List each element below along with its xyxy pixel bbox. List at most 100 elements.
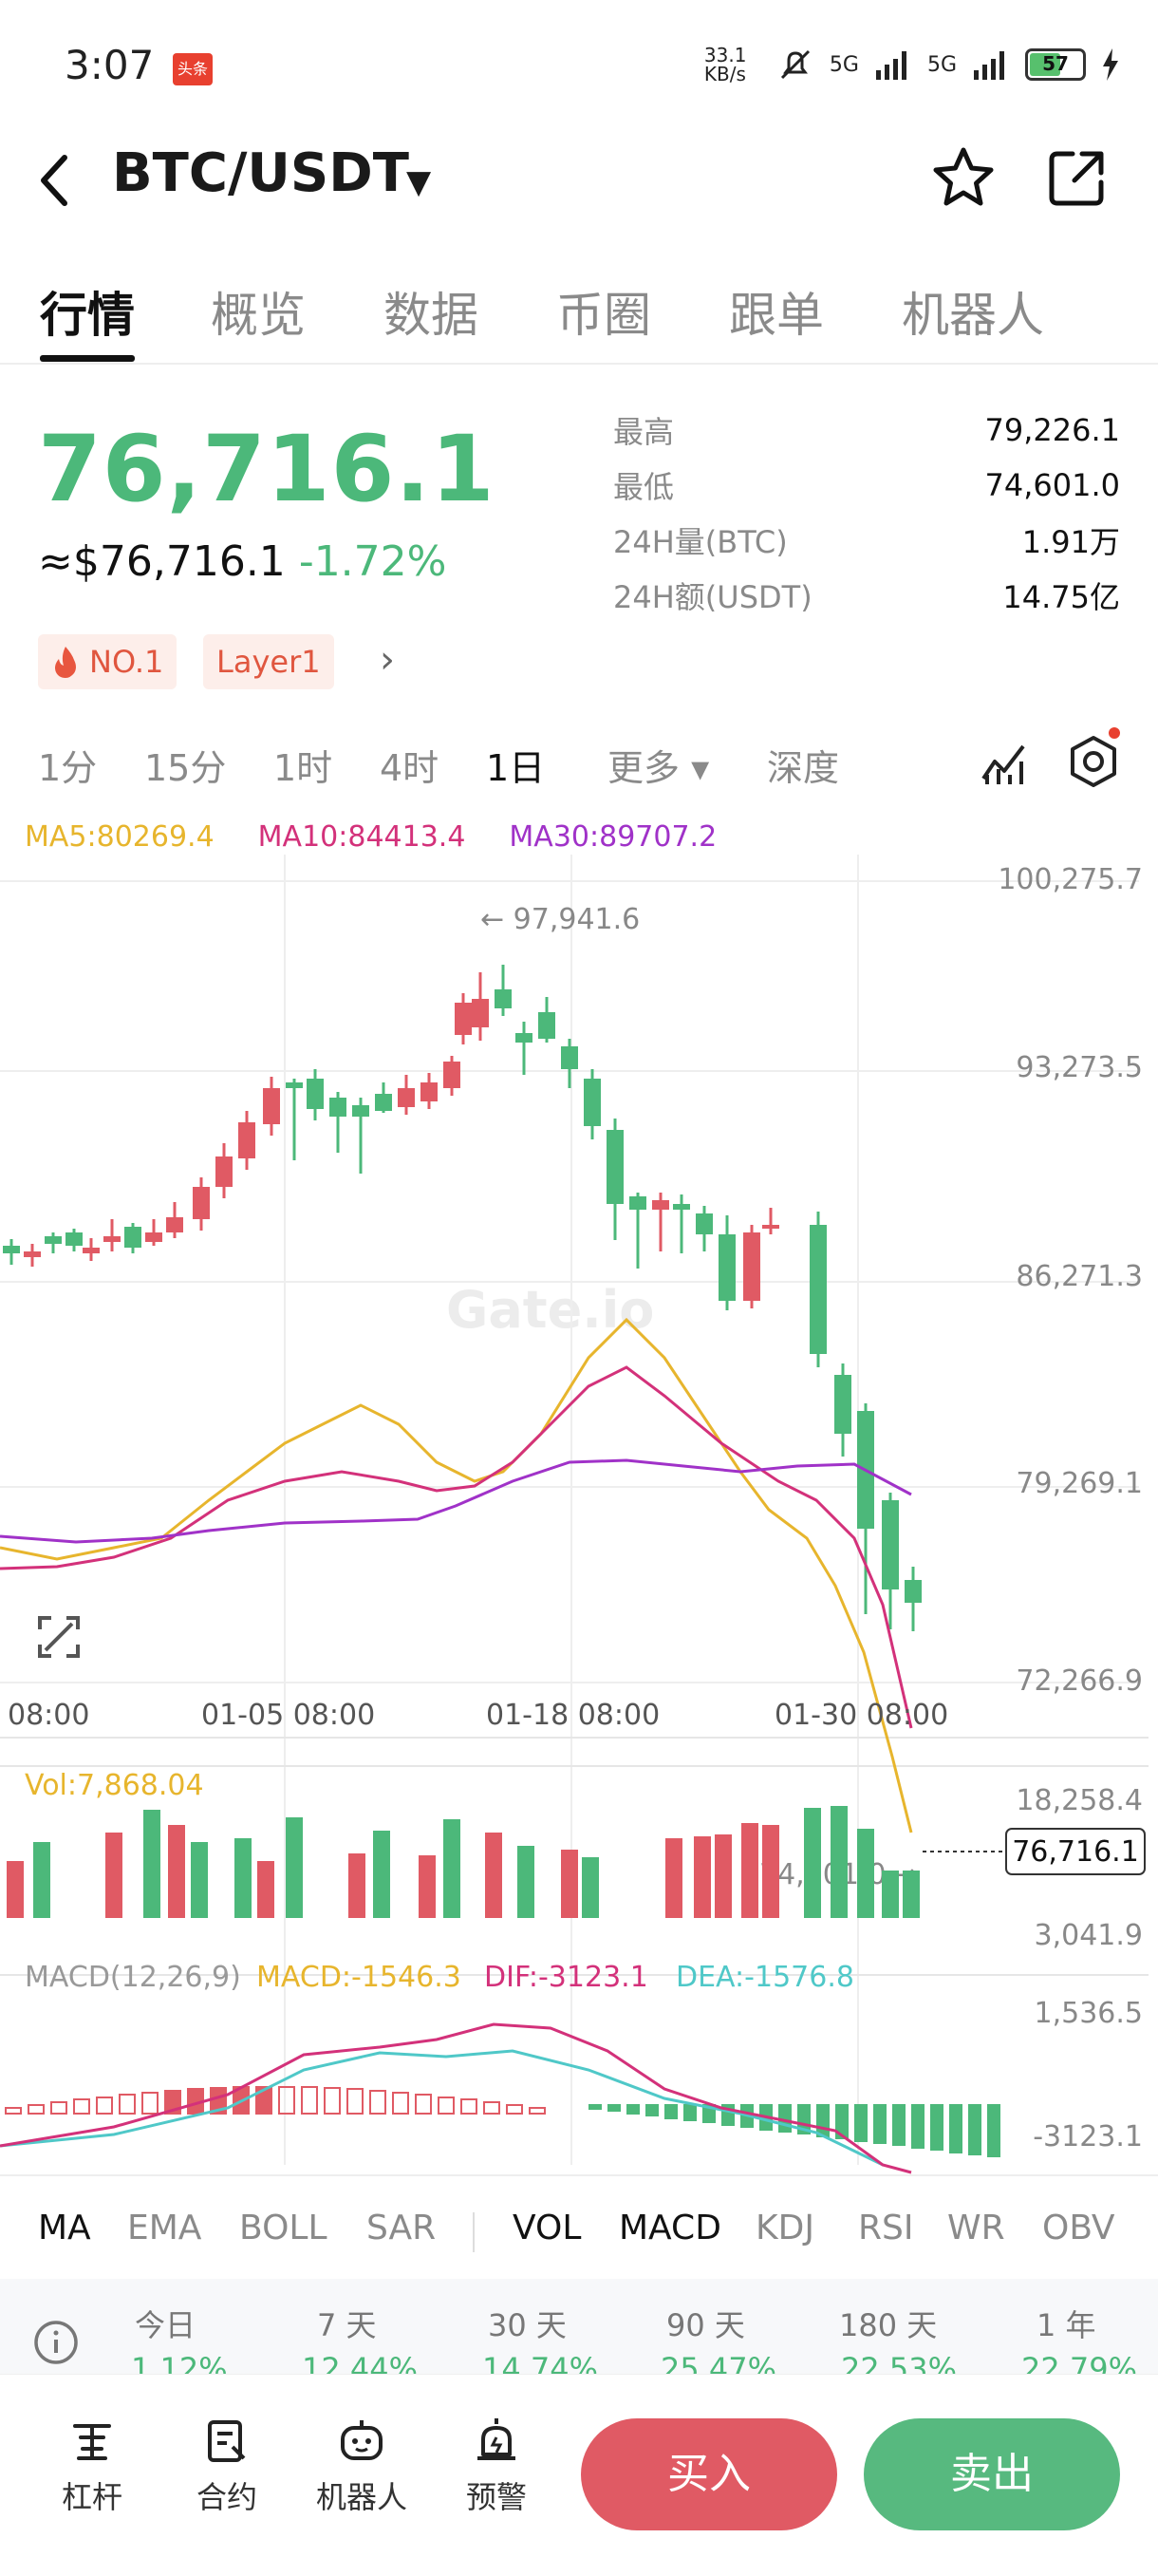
nav-alerts[interactable]: 预警 xyxy=(444,2416,549,2517)
interval-1h[interactable]: 1时 xyxy=(273,747,333,789)
macd-bar xyxy=(854,2104,868,2142)
tab-overview[interactable]: 概览 xyxy=(211,288,306,343)
battery-icon: 57 xyxy=(1025,48,1086,81)
share-icon[interactable] xyxy=(1044,144,1111,211)
candle-body xyxy=(3,1246,20,1253)
candle-body xyxy=(882,1500,899,1589)
indicator-chart-icon[interactable] xyxy=(978,737,1031,790)
favorite-star-icon[interactable] xyxy=(930,144,997,211)
candle-body xyxy=(607,1130,624,1204)
nav-futures[interactable]: 合约 xyxy=(175,2416,279,2517)
interval-4h[interactable]: 4时 xyxy=(380,747,439,789)
info-icon[interactable] xyxy=(32,2319,80,2366)
interval-more[interactable]: 更多 ▾ xyxy=(607,747,710,789)
tool-vol[interactable]: VOL xyxy=(513,2209,582,2247)
price-chart[interactable]: 100,275.7 93,273.5 86,271.3 79,269.1 72,266.… xyxy=(0,817,1158,2174)
macd-bar xyxy=(415,2094,432,2115)
macd-bar xyxy=(835,2104,849,2139)
macd-params: MACD(12,26,9) xyxy=(25,1961,241,1994)
buy-button[interactable]: 买入 xyxy=(581,2418,837,2530)
macd-bar xyxy=(949,2104,962,2153)
interval-1m[interactable]: 1分 xyxy=(38,747,98,789)
volume-bar xyxy=(561,1850,578,1918)
stat-label: 24H量(BTC) xyxy=(613,524,788,560)
dea-line xyxy=(0,2049,884,2167)
signal-5g-2: 5G xyxy=(926,52,957,77)
candle-body xyxy=(762,1225,779,1229)
tab-data[interactable]: 数据 xyxy=(383,288,478,343)
status-indicators: 33.1 KB/s 5G 5G 57 xyxy=(704,46,1120,84)
period-label: 180 天 xyxy=(839,2307,938,2343)
divider xyxy=(473,2212,475,2252)
volume-bar xyxy=(694,1836,711,1918)
back-icon[interactable] xyxy=(34,152,76,209)
volume-bar xyxy=(831,1806,848,1918)
tool-wr[interactable]: WR xyxy=(947,2209,1005,2247)
macd-bar xyxy=(278,2086,295,2115)
macd-bar xyxy=(119,2094,136,2115)
macd-bar xyxy=(626,2104,640,2115)
tab-underline xyxy=(40,355,135,362)
tool-macd[interactable]: MACD xyxy=(619,2209,721,2247)
candle-body xyxy=(263,1088,280,1124)
nav-margin[interactable]: 杠杆 xyxy=(40,2416,144,2517)
tool-sar[interactable]: SAR xyxy=(366,2209,437,2247)
interval-15m[interactable]: 15分 xyxy=(144,747,227,789)
candle-body xyxy=(375,1094,392,1111)
pair-title[interactable]: BTC/USDT xyxy=(112,142,409,204)
sell-button[interactable]: 卖出 xyxy=(864,2418,1120,2530)
price-axis-label: 93,273.5 xyxy=(1016,1051,1143,1084)
contract-icon xyxy=(208,2420,246,2462)
stat-value: 1.91万 xyxy=(1021,524,1120,560)
ma10-line xyxy=(0,1365,913,1729)
tool-rsi[interactable]: RSI xyxy=(858,2209,914,2247)
candle-body xyxy=(561,1046,578,1069)
macd-bar xyxy=(50,2101,67,2115)
settings-icon[interactable] xyxy=(1065,733,1122,790)
candle-body xyxy=(584,1079,601,1126)
tool-boll[interactable]: BOLL xyxy=(239,2209,327,2247)
ma30-line xyxy=(0,1458,912,1544)
interval-1d[interactable]: 1日 xyxy=(486,747,546,789)
macd-bar xyxy=(911,2104,925,2149)
tab-market[interactable]: 行情 xyxy=(40,288,135,343)
tool-ema[interactable]: EMA xyxy=(127,2209,202,2247)
category-tag[interactable]: Layer1 xyxy=(203,634,334,689)
fullscreen-icon[interactable] xyxy=(36,1614,82,1660)
tool-ma[interactable]: MA xyxy=(38,2209,91,2247)
candle-body xyxy=(398,1088,415,1107)
volume-axis-bottom: 3,041.9 xyxy=(1034,1919,1143,1952)
volume-bar xyxy=(168,1825,185,1918)
volume-bar xyxy=(191,1842,208,1918)
period-performance: 今日 1.12% 7 天 12.44% 30 天 14.74% 90 天 25.… xyxy=(0,2279,1158,2374)
candle-body xyxy=(443,1062,460,1088)
bottom-action-bar: 杠杆 合约 机器人 预警 买入 卖出 xyxy=(0,2374,1158,2576)
candle-body xyxy=(286,1082,303,1088)
volume-bar xyxy=(373,1831,390,1918)
chevron-right-icon[interactable]: › xyxy=(380,638,395,682)
ma30-value: MA30:89707.2 xyxy=(509,820,718,854)
tab-community[interactable]: 币圈 xyxy=(556,288,651,343)
price-axis-label: 72,266.9 xyxy=(1016,1664,1143,1698)
rank-tag[interactable]: NO.1 xyxy=(38,634,177,689)
nav-bots[interactable]: 机器人 xyxy=(309,2416,414,2517)
ma10-value: MA10:84413.4 xyxy=(257,820,466,854)
interval-depth[interactable]: 深度 xyxy=(767,747,840,789)
signal-bars-icon xyxy=(875,51,906,80)
watermark-logo: Gate.io xyxy=(446,1280,655,1340)
tool-obv[interactable]: OBV xyxy=(1042,2209,1115,2247)
ma5-line xyxy=(0,1317,913,1833)
candle-body xyxy=(905,1580,922,1603)
stat-value: 74,601.0 xyxy=(984,467,1121,503)
candle-body xyxy=(193,1187,210,1219)
indicator-tools: MA EMA BOLL SAR VOL MACD KDJ RSI WR OBV xyxy=(0,2174,1158,2283)
stat-row: 24H额(USDT) 14.75亿 xyxy=(613,568,1120,623)
tool-kdj[interactable]: KDJ xyxy=(756,2209,814,2247)
candle-body xyxy=(83,1248,100,1253)
pair-dropdown-icon[interactable]: ▼ xyxy=(406,163,432,201)
candle-body xyxy=(24,1251,41,1257)
tab-bots[interactable]: 机器人 xyxy=(902,288,1044,343)
tab-copy-trade[interactable]: 跟单 xyxy=(729,288,824,343)
volume-bar xyxy=(741,1823,758,1918)
dif-line xyxy=(0,2022,912,2174)
